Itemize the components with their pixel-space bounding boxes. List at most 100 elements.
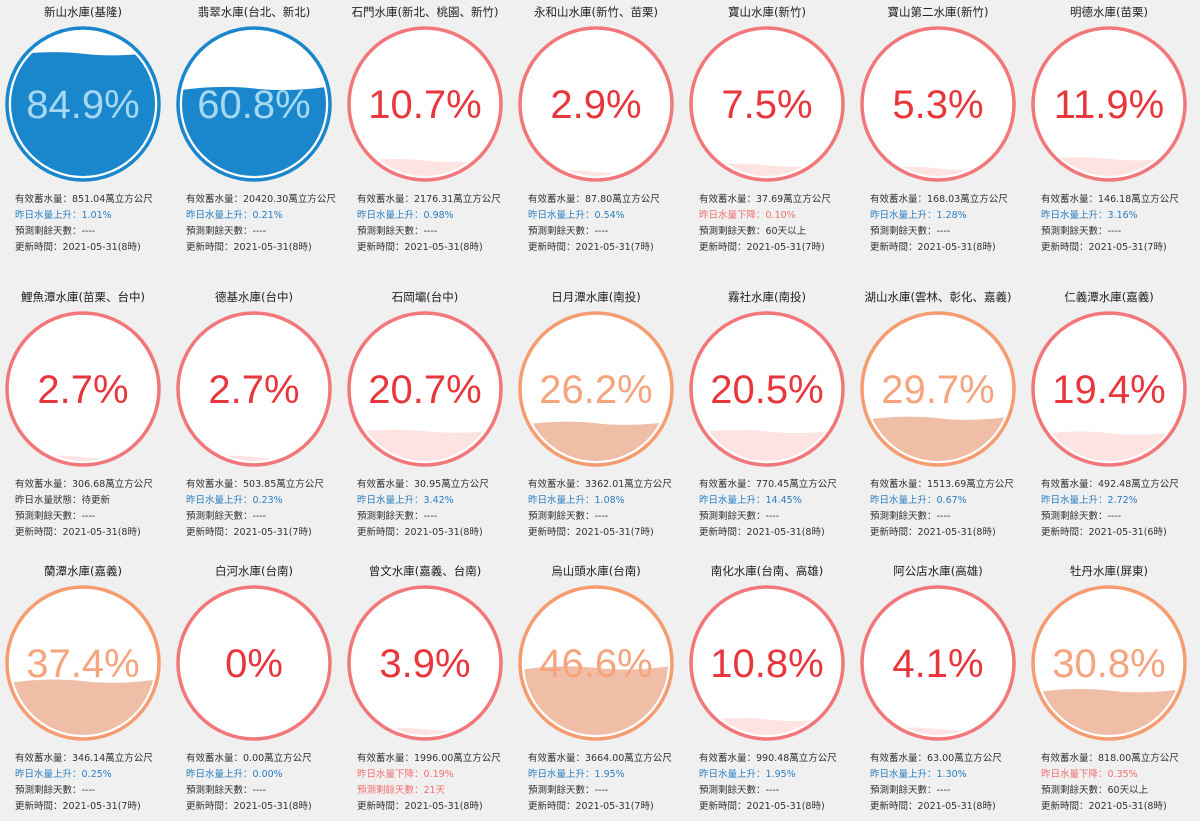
info-line: 有效蓄水量：818.00萬立方公尺 bbox=[1041, 753, 1179, 764]
reservoir-name: 日月潭水庫(南投) bbox=[551, 290, 641, 304]
gauge-face bbox=[5, 311, 161, 467]
water-level bbox=[11, 679, 155, 735]
info-line: 昨日水量下降：0.35% bbox=[1041, 769, 1138, 780]
reservoir-info: 有效蓄水量：168.03萬立方公尺 昨日水量上升：1.28% 預測剩餘天數：----… bbox=[870, 192, 1023, 256]
reservoir-name: 牡丹水庫(屏東) bbox=[1070, 564, 1148, 578]
info-line: 預測剩餘天數：---- bbox=[699, 785, 780, 796]
gauge: 10.7% bbox=[347, 26, 503, 182]
info-line: 昨日水量上升：14.45% bbox=[699, 495, 802, 506]
percent-label: 37.4% bbox=[26, 642, 139, 686]
info-line: 更新時間：2021-05-31(8時) bbox=[870, 242, 996, 253]
info-line: 昨日水量上升：0.21% bbox=[186, 210, 283, 221]
info-line: 有效蓄水量：306.68萬立方公尺 bbox=[15, 479, 153, 490]
info-line: 預測剩餘天數：---- bbox=[528, 511, 609, 522]
percent-label: 84.9% bbox=[26, 83, 139, 127]
info-line: 預測剩餘天數：---- bbox=[186, 785, 267, 796]
gauge-face bbox=[1031, 26, 1187, 182]
gauge: 30.8% bbox=[1031, 585, 1187, 741]
reservoir-info: 有效蓄水量：990.48萬立方公尺 昨日水量上升：1.95% 預測剩餘天數：----… bbox=[699, 751, 852, 815]
info-line: 更新時間：2021-05-31(6時) bbox=[1041, 527, 1167, 538]
gauge: 7.5% bbox=[689, 26, 845, 182]
reservoir-info: 有效蓄水量：770.45萬立方公尺 昨日水量上升：14.45% 預測剩餘天數：---… bbox=[699, 477, 852, 541]
reservoir-info: 有效蓄水量：20420.30萬立方公尺 昨日水量上升：0.21% 預測剩餘天數：--… bbox=[186, 192, 339, 256]
reservoir-info: 有效蓄水量：87.80萬立方公尺 昨日水量上升：0.54% 預測剩餘天數：---- 更… bbox=[528, 192, 681, 256]
info-line: 更新時間：2021-05-31(8時) bbox=[699, 801, 825, 812]
gauge-face bbox=[518, 26, 674, 182]
info-line: 預測剩餘天數：---- bbox=[186, 226, 267, 237]
water-group bbox=[182, 86, 326, 176]
info-line: 有效蓄水量：2176.31萬立方公尺 bbox=[357, 194, 501, 205]
info-line: 預測剩餘天數：---- bbox=[357, 511, 438, 522]
water-group bbox=[11, 51, 155, 176]
reservoir-info: 有效蓄水量：2176.31萬立方公尺 昨日水量上升：0.98% 預測剩餘天數：---… bbox=[357, 192, 510, 256]
reservoir-info: 有效蓄水量：851.04萬立方公尺 昨日水量上升：1.01% 預測剩餘天數：----… bbox=[15, 192, 168, 256]
percent-label: 19.4% bbox=[1052, 368, 1165, 412]
water-group bbox=[11, 679, 155, 735]
reservoir-info: 有效蓄水量：1513.69萬立方公尺 昨日水量上升：0.67% 預測剩餘天數：---… bbox=[870, 477, 1023, 541]
info-line: 有效蓄水量：346.14萬立方公尺 bbox=[15, 753, 153, 764]
reservoir-name: 鯉魚潭水庫(苗栗、台中) bbox=[21, 290, 145, 304]
gauge-face bbox=[860, 26, 1016, 182]
gauge: 20.5% bbox=[689, 311, 845, 467]
reservoir-name: 南化水庫(台南、高雄) bbox=[710, 564, 824, 578]
info-line: 昨日水量上升：3.42% bbox=[357, 495, 454, 506]
percent-label: 10.8% bbox=[710, 642, 823, 686]
percent-label: 2.7% bbox=[37, 368, 128, 412]
info-line: 昨日水量上升：0.25% bbox=[15, 769, 112, 780]
reservoir-info: 有效蓄水量：1996.00萬立方公尺 昨日水量下降：0.19% 預測剩餘天數：21天… bbox=[357, 751, 510, 815]
water-level bbox=[182, 86, 326, 176]
gauge: 11.9% bbox=[1031, 26, 1187, 182]
info-line: 預測剩餘天數：---- bbox=[528, 226, 609, 237]
gauge: 84.9% bbox=[5, 26, 161, 182]
percent-label: 2.7% bbox=[208, 368, 299, 412]
percent-label: 5.3% bbox=[892, 83, 983, 127]
reservoir-name: 霧社水庫(南投) bbox=[728, 290, 806, 304]
info-line: 更新時間：2021-05-31(8時) bbox=[357, 801, 483, 812]
info-line: 昨日水量下降：0.10% bbox=[699, 210, 796, 221]
percent-label: 10.7% bbox=[368, 83, 481, 127]
info-line: 預測剩餘天數：---- bbox=[15, 226, 96, 237]
gauge: 37.4% bbox=[5, 585, 161, 741]
info-line: 更新時間：2021-05-31(7時) bbox=[528, 801, 654, 812]
gauge-face bbox=[689, 26, 845, 182]
gauge: 20.7% bbox=[347, 311, 503, 467]
info-line: 更新時間：2021-05-31(7時) bbox=[15, 801, 141, 812]
info-line: 預測剩餘天數：---- bbox=[1041, 511, 1122, 522]
info-line: 更新時間：2021-05-31(8時) bbox=[15, 242, 141, 253]
info-line: 昨日水量上升：1.01% bbox=[15, 210, 112, 221]
gauge-face bbox=[347, 585, 503, 741]
gauge: 3.9% bbox=[347, 585, 503, 741]
percent-label: 2.9% bbox=[550, 83, 641, 127]
info-line: 有效蓄水量：3664.00萬立方公尺 bbox=[528, 753, 672, 764]
info-line: 昨日水量上升：0.98% bbox=[357, 210, 454, 221]
info-line: 有效蓄水量：503.85萬立方公尺 bbox=[186, 479, 324, 490]
info-line: 更新時間：2021-05-31(8時) bbox=[870, 527, 996, 538]
info-line: 預測剩餘天數：---- bbox=[528, 785, 609, 796]
info-line: 更新時間：2021-05-31(7時) bbox=[528, 242, 654, 253]
info-line: 有效蓄水量：146.18萬立方公尺 bbox=[1041, 194, 1179, 205]
info-line: 更新時間：2021-05-31(8時) bbox=[870, 801, 996, 812]
reservoir-info: 有效蓄水量：30.95萬立方公尺 昨日水量上升：3.42% 預測剩餘天數：---- 更… bbox=[357, 477, 510, 541]
info-line: 更新時間：2021-05-31(8時) bbox=[699, 527, 825, 538]
gauge: 5.3% bbox=[860, 26, 1016, 182]
gauge: 60.8% bbox=[176, 26, 332, 182]
gauge: 0% bbox=[176, 585, 332, 741]
gauge-face bbox=[176, 311, 332, 467]
info-line: 預測剩餘天數：---- bbox=[699, 511, 780, 522]
water-group bbox=[524, 665, 668, 735]
info-line: 昨日水量上升：1.08% bbox=[528, 495, 625, 506]
info-line: 預測剩餘天數：---- bbox=[15, 511, 96, 522]
info-line: 昨日水量上升：2.72% bbox=[1041, 495, 1138, 506]
info-line: 有效蓄水量：1996.00萬立方公尺 bbox=[357, 753, 501, 764]
gauge-face bbox=[347, 311, 503, 467]
info-line: 有效蓄水量：20420.30萬立方公尺 bbox=[186, 194, 336, 205]
gauge: 29.7% bbox=[860, 311, 1016, 467]
info-line: 昨日水量上升：1.95% bbox=[528, 769, 625, 780]
percent-label: 0% bbox=[225, 642, 283, 686]
info-line: 預測剩餘天數：---- bbox=[1041, 226, 1122, 237]
reservoir-name: 永和山水庫(新竹、苗栗) bbox=[534, 5, 658, 19]
reservoir-info: 有效蓄水量：306.68萬立方公尺 昨日水量狀態：待更新 預測剩餘天數：---- 更新… bbox=[15, 477, 168, 541]
info-line: 昨日水量狀態：待更新 bbox=[15, 495, 111, 506]
info-line: 預測剩餘天數：---- bbox=[357, 226, 438, 237]
reservoir-name: 寶山第二水庫(新竹) bbox=[887, 5, 989, 19]
